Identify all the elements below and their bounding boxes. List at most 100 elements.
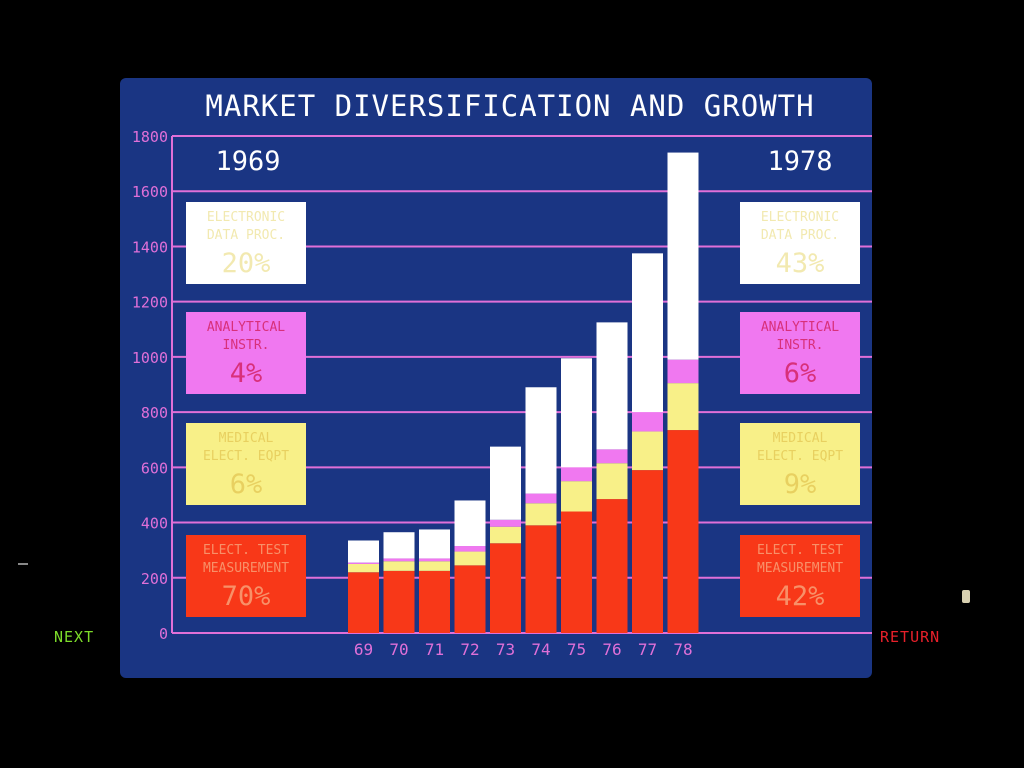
left-legend-percent: 6% [230, 469, 263, 500]
right-legend-percent: 43% [776, 248, 825, 279]
bar-segment-analytical [596, 449, 628, 464]
y-tick-label: 200 [141, 570, 168, 588]
x-tick-label: 70 [389, 640, 408, 659]
bar-segment-medical [419, 561, 450, 571]
bar-segment-dataproc [454, 500, 486, 547]
right-legend-line1: ANALYTICAL [761, 320, 839, 335]
bar-segment-dataproc [490, 446, 521, 520]
right-year-label: 1978 [767, 146, 832, 177]
bar-segment-analytical [525, 493, 557, 504]
right-legend-line2: DATA PROC. [761, 228, 839, 243]
bar-segment-analytical [632, 412, 663, 432]
left-legend-box-analytical [186, 312, 306, 394]
bar-segment-dataproc [419, 529, 450, 559]
bar-segment-medical [525, 503, 557, 526]
bar-segment-test [490, 543, 521, 633]
next-button[interactable]: NEXT [54, 628, 95, 646]
bar-segment-analytical [348, 562, 379, 564]
bar-segment-dataproc [348, 540, 379, 563]
right-legend-line2: ELECT. EQPT [757, 449, 843, 464]
bar-segment-medical [596, 463, 628, 500]
right-legend-box-analytical [740, 312, 860, 394]
bar-segment-dataproc [596, 322, 628, 450]
bar-segment-test [348, 572, 379, 633]
right-legend-box-test [740, 535, 860, 617]
right-legend-line1: MEDICAL [773, 431, 828, 446]
bar-segment-test [596, 499, 628, 633]
y-tick-label: 1000 [132, 349, 168, 367]
x-tick-label: 78 [673, 640, 692, 659]
bar-segment-analytical [383, 558, 415, 562]
bar-segment-medical [454, 551, 486, 566]
x-tick-label: 72 [460, 640, 479, 659]
return-button[interactable]: RETURN [880, 628, 941, 646]
left-legend-line2: INSTR. [223, 338, 270, 353]
right-legend-line2: INSTR. [777, 338, 824, 353]
bar-segment-analytical [490, 519, 521, 527]
bar-segment-test [632, 470, 663, 633]
bar-segment-medical [383, 561, 415, 571]
left-legend-line2: MEASUREMENT [203, 561, 289, 576]
left-legend-percent: 4% [230, 358, 263, 389]
x-tick-label: 76 [602, 640, 621, 659]
bar-segment-medical [632, 431, 663, 471]
left-legend-line2: ELECT. EQPT [203, 449, 289, 464]
bar-segment-test [419, 570, 450, 633]
right-legend-line2: MEASUREMENT [757, 561, 843, 576]
bezel-mark [18, 563, 28, 565]
left-legend-percent: 20% [222, 248, 271, 279]
left-legend-line1: MEDICAL [219, 431, 274, 446]
right-legend-percent: 42% [776, 581, 825, 612]
left-legend-box-dataproc [186, 202, 306, 284]
x-tick-label: 73 [496, 640, 515, 659]
bar-segment-test [454, 565, 486, 633]
right-legend-line1: ELECTRONIC [761, 210, 839, 225]
bar-segment-test [561, 511, 592, 633]
bar-segment-analytical [561, 467, 592, 482]
bar-segment-dataproc [525, 387, 557, 494]
y-tick-label: 600 [141, 459, 168, 477]
chart-title: MARKET DIVERSIFICATION AND GROWTH [205, 89, 814, 123]
bar-segment-test [383, 570, 415, 633]
bezel-knob [962, 590, 970, 603]
right-legend-line1: ELECT. TEST [757, 543, 843, 558]
bar-segment-test [667, 430, 699, 633]
bar-segment-medical [348, 563, 379, 573]
y-tick-label: 1400 [132, 238, 168, 256]
y-tick-label: 0 [159, 625, 168, 643]
left-legend-box-test [186, 535, 306, 617]
y-tick-label: 400 [141, 515, 168, 533]
left-legend-percent: 70% [222, 581, 271, 612]
bar-segment-medical [561, 481, 592, 512]
market-growth-chart: MARKET DIVERSIFICATION AND GROWTH 0 200 400… [132, 89, 872, 659]
left-legend-line1: ELECT. TEST [203, 543, 289, 558]
x-tick-label: 69 [354, 640, 373, 659]
bar-segment-dataproc [561, 358, 592, 468]
y-tick-label: 1200 [132, 294, 168, 312]
x-tick-label: 74 [531, 640, 550, 659]
bar-segment-analytical [454, 546, 486, 552]
y-tick-label: 1800 [132, 128, 168, 146]
y-tick-label: 1600 [132, 183, 168, 201]
bar-segment-medical [490, 526, 521, 544]
left-year-label: 1969 [215, 146, 280, 177]
right-legend-percent: 9% [784, 469, 817, 500]
y-tick-label: 800 [141, 404, 168, 422]
x-tick-label: 75 [567, 640, 586, 659]
bar-segment-dataproc [383, 532, 415, 559]
left-legend-line1: ELECTRONIC [207, 210, 285, 225]
bar-segment-dataproc [632, 253, 663, 413]
left-legend-box-medical [186, 423, 306, 505]
left-legend-line1: ANALYTICAL [207, 320, 285, 335]
right-legend-box-medical [740, 423, 860, 505]
x-tick-label: 71 [425, 640, 444, 659]
bar-segment-dataproc [667, 152, 699, 360]
crt-screen: MARKET DIVERSIFICATION AND GROWTH 0 200 400… [120, 78, 872, 678]
bar-segment-analytical [419, 558, 450, 562]
right-legend-percent: 6% [784, 358, 817, 389]
right-legend-box-dataproc [740, 202, 860, 284]
bar-segment-medical [667, 383, 699, 431]
left-legend-line2: DATA PROC. [207, 228, 285, 243]
bar-segment-test [525, 525, 557, 633]
x-tick-label: 77 [638, 640, 657, 659]
